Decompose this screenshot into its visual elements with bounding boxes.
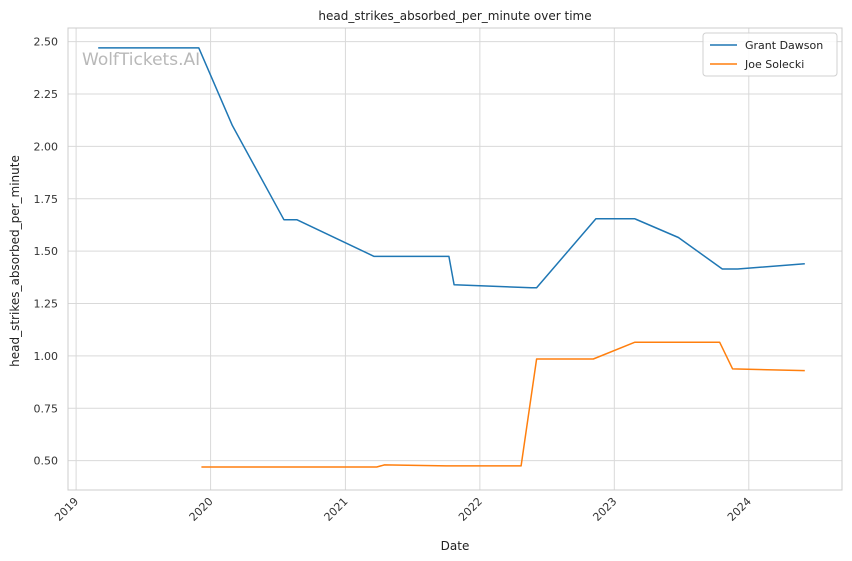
y-tick-label: 1.00 [34, 350, 59, 363]
x-tick-label: 2024 [725, 495, 754, 524]
series-line-grant-dawson [98, 47, 805, 289]
chart-title: head_strikes_absorbed_per_minute over ti… [318, 9, 591, 23]
y-tick-label: 1.75 [34, 193, 59, 206]
grid [68, 28, 842, 490]
x-tick-label: 2019 [52, 495, 81, 524]
x-tick-label: 2023 [590, 495, 619, 524]
y-axis-label: head_strikes_absorbed_per_minute [8, 155, 22, 367]
x-axis-label: Date [441, 539, 470, 553]
y-tick-label: 1.25 [34, 298, 59, 311]
y-tick-label: 2.25 [34, 88, 59, 101]
x-tick-label: 2022 [456, 495, 485, 524]
watermark: WolfTickets.AI [82, 50, 200, 70]
y-tick-label: 2.50 [34, 36, 59, 49]
y-tick-label: 0.50 [34, 455, 59, 468]
series-line-joe-solecki [201, 341, 805, 468]
legend: Grant Dawson Joe Solecki [702, 32, 838, 77]
series-lines [98, 47, 805, 468]
tick-labels: 2019 2020 2021 2022 2023 2024 0.50 0.75 1.00 1.25… [34, 36, 754, 524]
legend-label-grant-dawson: Grant Dawson [745, 39, 823, 52]
y-tick-label: 0.75 [34, 402, 59, 415]
legend-items: Grant Dawson Joe Solecki [710, 39, 823, 71]
y-tick-label: 2.00 [34, 140, 59, 153]
plot-frame [67, 27, 843, 491]
legend-box [702, 32, 838, 77]
x-tick-label: 2020 [187, 495, 216, 524]
legend-label-joe-solecki: Joe Solecki [744, 58, 804, 71]
y-tick-label: 1.50 [34, 245, 59, 258]
x-tick-label: 2021 [322, 495, 351, 524]
